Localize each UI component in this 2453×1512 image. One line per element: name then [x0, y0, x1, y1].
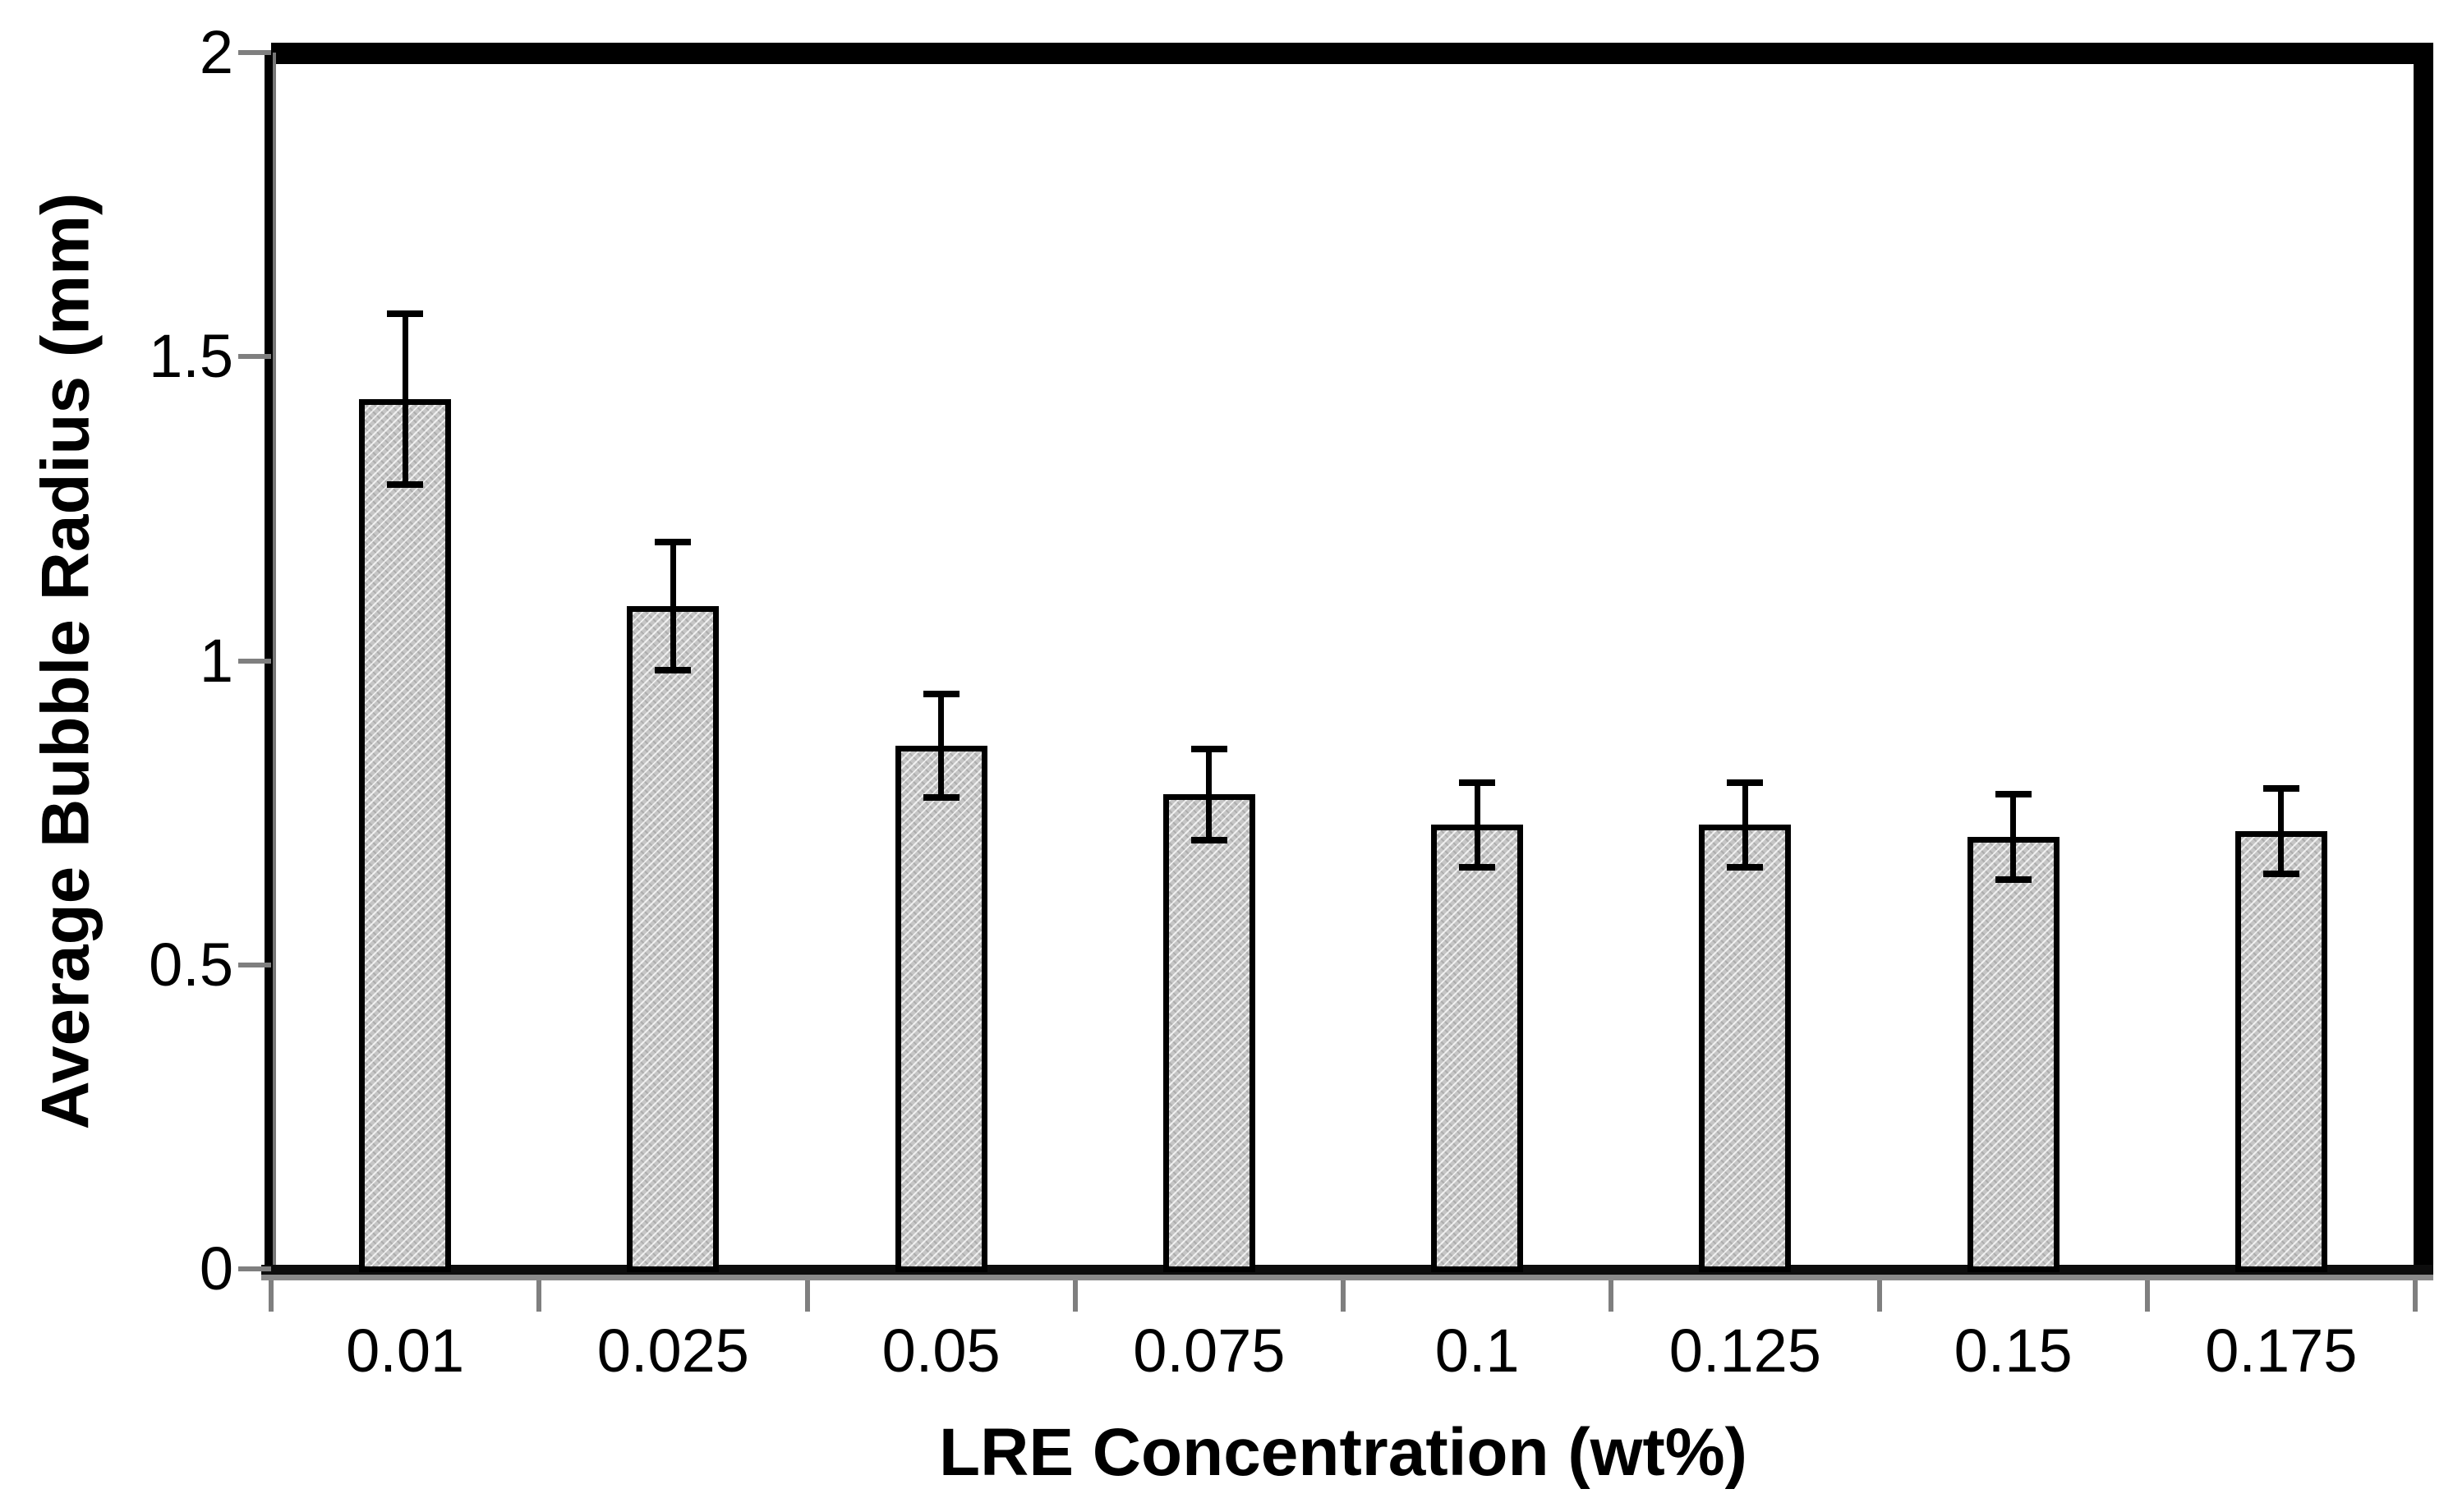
x-tick-mark: [536, 1280, 542, 1312]
error-bar-cap-top: [923, 691, 960, 698]
error-bar-line: [938, 694, 945, 798]
x-tick-mark: [2144, 1280, 2150, 1312]
error-bar-cap-top: [655, 539, 692, 546]
x-tick-mark: [269, 1280, 274, 1312]
error-bar-line: [402, 314, 408, 485]
error-bar-line: [1474, 782, 1480, 868]
x-axis-title-wrap: LRE Concentration (wt%): [271, 1419, 2415, 1487]
x-tick-label: 0.15: [1954, 1317, 2073, 1385]
x-tick-label: 0.05: [881, 1317, 1001, 1385]
bar: [895, 746, 987, 1272]
y-axis-title-wrap: Average Bubble Radius (mm): [0, 53, 140, 1269]
error-bar-cap-bottom: [923, 794, 960, 802]
bar: [1967, 837, 2060, 1272]
x-tick-label: 0.01: [346, 1317, 465, 1385]
y-tick-mark: [238, 658, 271, 664]
x-tick-label: 0.175: [2205, 1317, 2358, 1385]
error-bar-cap-top: [1995, 791, 2032, 798]
plot-frame-top: [271, 43, 2433, 64]
plot-frame-right: [2414, 43, 2433, 1275]
y-tick-mark: [238, 50, 271, 55]
y-tick-label: 1.5: [149, 322, 233, 391]
x-tick-mark: [804, 1280, 810, 1312]
y-axis-title: Average Bubble Radius (mm): [28, 192, 104, 1129]
bar: [2234, 830, 2327, 1272]
y-axis-line: [265, 53, 276, 1275]
error-bar-cap-bottom: [1459, 864, 1496, 871]
error-bar-line: [2278, 788, 2285, 874]
y-tick-mark: [238, 962, 271, 967]
x-tick-label: 0.125: [1668, 1317, 1821, 1385]
error-bar-cap-top: [1190, 745, 1227, 752]
error-bar-cap-bottom: [387, 480, 424, 488]
y-tick-label: 2: [199, 18, 233, 86]
x-tick-mark: [1608, 1280, 1614, 1312]
bar: [359, 399, 452, 1272]
x-axis-line: [261, 1265, 2433, 1280]
error-bar-cap-top: [387, 310, 424, 318]
y-tick-label: 0.5: [149, 930, 233, 999]
error-bar-line: [1742, 782, 1748, 868]
bar: [627, 605, 720, 1272]
y-tick-mark: [238, 1266, 271, 1271]
error-bar-cap-top: [1727, 779, 1764, 786]
bar: [1431, 825, 1524, 1272]
error-bar-line: [1206, 748, 1213, 840]
y-tick-mark: [238, 354, 271, 360]
error-bar-line: [670, 542, 676, 670]
error-bar-cap-bottom: [1727, 864, 1764, 871]
y-tick-label: 1: [199, 626, 233, 695]
y-tick-label: 0: [199, 1234, 233, 1303]
x-axis-title: LRE Concentration (wt%): [939, 1415, 1747, 1490]
x-tick-label: 0.1: [1434, 1317, 1520, 1385]
error-bar-cap-bottom: [2262, 870, 2299, 877]
x-tick-label: 0.075: [1133, 1317, 1286, 1385]
error-bar-cap-top: [1459, 779, 1496, 786]
x-tick-label: 0.025: [596, 1317, 749, 1385]
x-tick-mark: [1876, 1280, 1882, 1312]
error-bar-cap-bottom: [1190, 836, 1227, 843]
error-bar-cap-top: [2262, 785, 2299, 792]
error-bar-line: [2010, 794, 2017, 880]
bar: [1162, 794, 1255, 1272]
x-tick-mark: [2413, 1280, 2418, 1312]
error-bar-cap-bottom: [1995, 876, 2032, 884]
error-bar-cap-bottom: [655, 666, 692, 673]
x-tick-mark: [1341, 1280, 1346, 1312]
bar: [1699, 825, 1792, 1272]
x-tick-mark: [1072, 1280, 1078, 1312]
